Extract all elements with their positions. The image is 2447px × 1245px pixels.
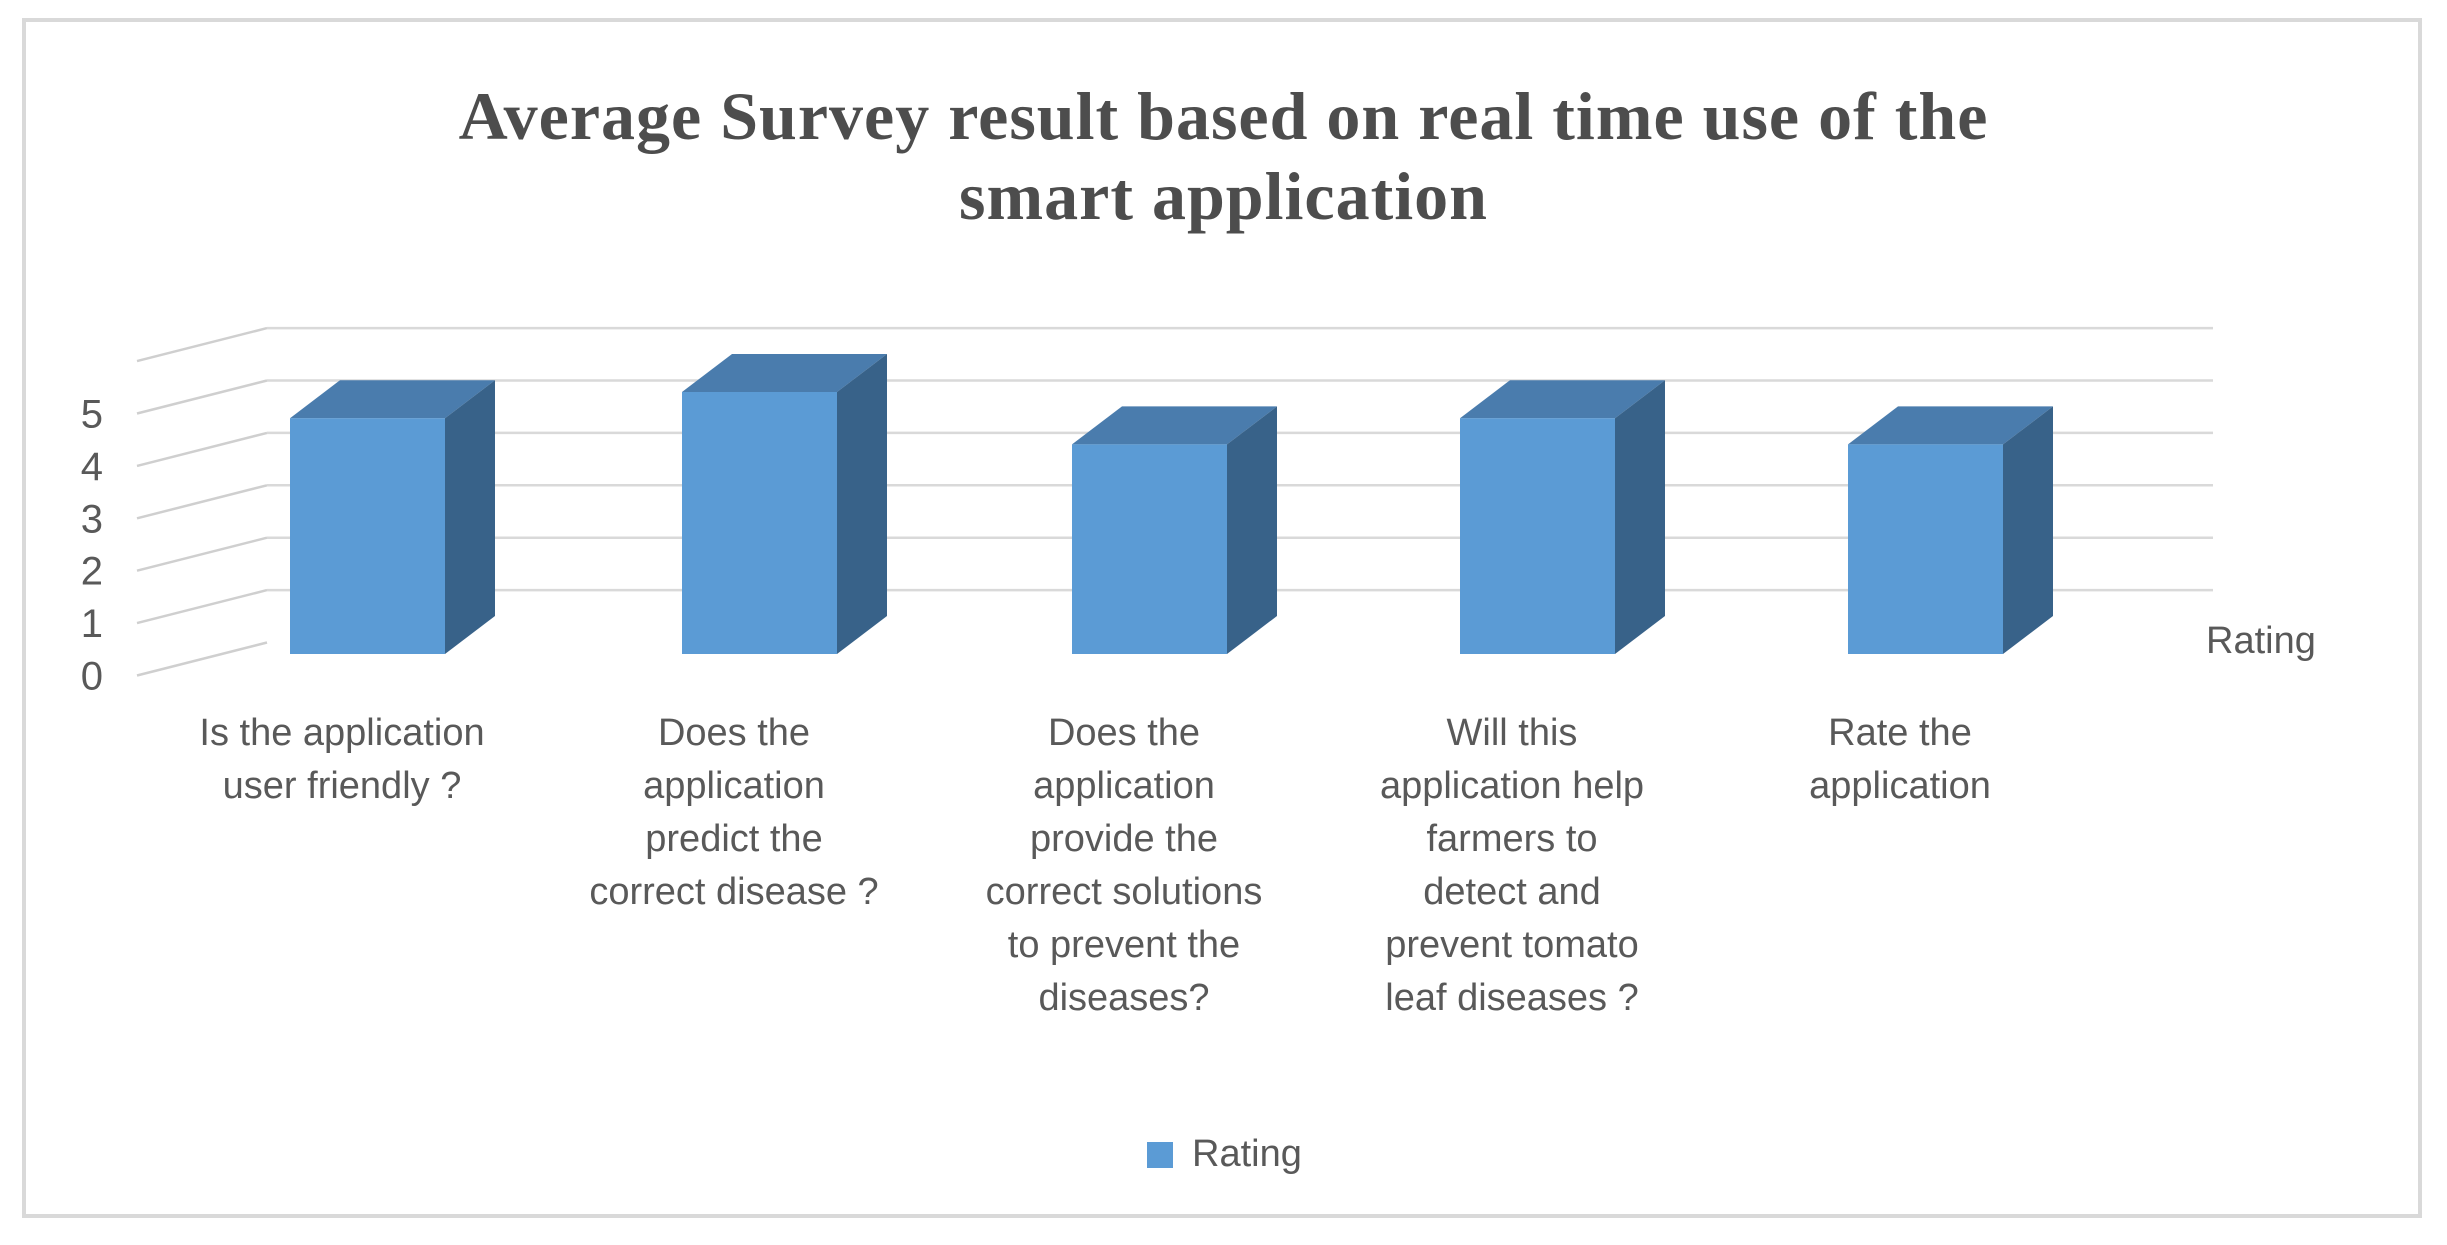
category-label-line: Is the application: [199, 712, 484, 754]
bar-top-face: [1848, 406, 2053, 445]
bar-0: [290, 380, 495, 654]
y-tick-label: 5: [81, 393, 103, 437]
category-label-0: Is the application user friendly ?: [199, 712, 484, 807]
bar-1: [682, 354, 887, 654]
category-label-line: diseases?: [1038, 977, 1209, 1019]
category-label-line: user friendly ?: [223, 765, 462, 807]
depth-axis-title: Rating: [2206, 620, 2316, 662]
bars: [290, 354, 2053, 654]
depth-gridline: [136, 379, 268, 415]
category-label-line: correct solutions: [986, 871, 1263, 913]
legend-label: Rating: [1192, 1133, 1302, 1175]
bar-top-face: [682, 354, 887, 392]
legend: Rating: [1147, 1133, 1302, 1176]
category-label-line: correct disease ?: [589, 871, 878, 913]
depth-gridline: [136, 641, 268, 677]
category-label-line: Will this: [1447, 712, 1578, 754]
chart-title-line1: Average Survey result based on real time…: [458, 78, 1989, 154]
category-label-line: detect and: [1423, 871, 1600, 913]
bar-front-face: [290, 418, 445, 654]
bar-3: [1460, 380, 1665, 654]
bar-top-face: [1072, 406, 1277, 445]
category-label-3: Will this application help farmers to detec…: [1380, 712, 1644, 1019]
y-tick-label: 2: [81, 550, 103, 594]
category-axis-labels: Is the application user friendly ? Does th…: [199, 712, 1990, 1019]
category-label-line: application: [643, 765, 825, 807]
category-label-line: application: [1033, 765, 1215, 807]
category-label-line: predict the: [645, 818, 822, 860]
depth-gridline: [136, 484, 268, 520]
category-label-line: Does the: [658, 712, 810, 754]
category-label-line: farmers to: [1426, 818, 1597, 860]
legend-swatch: [1147, 1141, 1173, 1168]
y-tick-label: 3: [81, 497, 103, 541]
depth-gridline: [136, 588, 268, 625]
category-label-line: application help: [1380, 765, 1644, 807]
category-label-4: Rate the application: [1809, 712, 1991, 807]
category-label-line: Rate the: [1828, 712, 1972, 754]
bar-front-face: [1460, 418, 1615, 654]
y-tick-label: 1: [81, 602, 103, 646]
category-label-line: leaf diseases ?: [1385, 977, 1639, 1019]
depth-gridline: [136, 326, 268, 363]
bar-side-face: [837, 354, 887, 654]
category-label-line: application: [1809, 765, 1991, 807]
category-label-line: to prevent the: [1008, 924, 1240, 966]
depth-gridline: [136, 431, 268, 468]
bar-side-face: [1227, 406, 1277, 654]
y-tick-label: 4: [81, 445, 103, 489]
bar-front-face: [1072, 444, 1227, 654]
bar-side-face: [445, 380, 495, 654]
depth-gridline: [136, 536, 268, 572]
category-label-1: Does the application predict the correct di…: [589, 712, 878, 913]
category-label-line: prevent tomato: [1385, 924, 1638, 966]
bar-top-face: [290, 380, 495, 419]
category-label-line: Does the: [1048, 712, 1200, 754]
bar-front-face: [1848, 444, 2003, 654]
chart-title: Average Survey result based on real time…: [0, 76, 2447, 236]
y-tick-label: 0: [81, 655, 103, 699]
bar-side-face: [1615, 380, 1665, 654]
bar-front-face: [682, 392, 837, 654]
chart-title-line2: smart application: [959, 158, 1488, 234]
bar-top-face: [1460, 380, 1665, 419]
y-axis-tick-labels: 0 1 2 3 4 5: [81, 393, 103, 699]
bar-2: [1072, 406, 1277, 654]
bar-4: [1848, 406, 2053, 654]
category-label-2: Does the application provide the correct so…: [986, 712, 1263, 1019]
bar-side-face: [2003, 406, 2053, 654]
category-label-line: provide the: [1030, 818, 1218, 860]
chart-border: [22, 18, 2422, 1218]
